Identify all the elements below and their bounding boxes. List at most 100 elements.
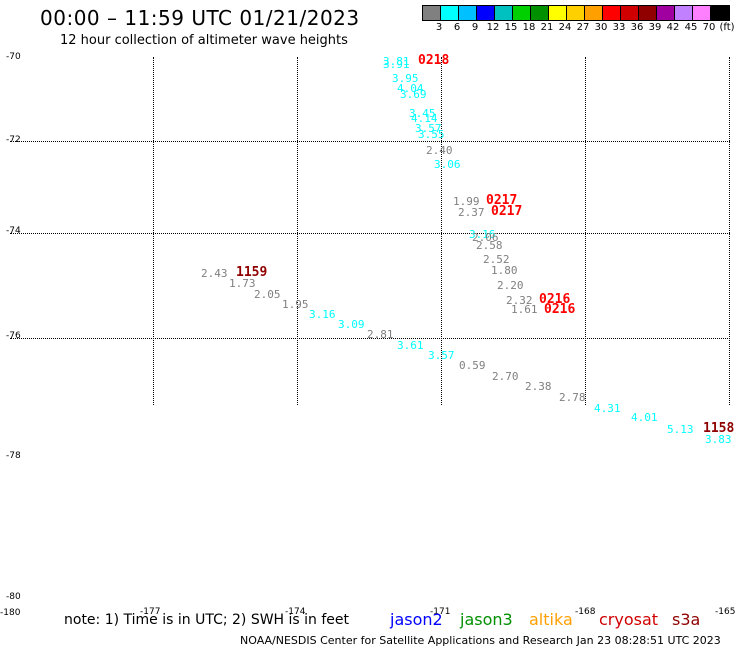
legend-swatch — [549, 6, 567, 20]
legend-label: 39 — [648, 22, 662, 33]
legend-swatch — [423, 6, 441, 20]
legend-swatch — [441, 6, 459, 20]
grid-line-lon-165 — [729, 57, 730, 405]
units-note: note: 1) Time is in UTC; 2) SWH is in fe… — [64, 612, 350, 628]
lat-label: -74 — [6, 226, 21, 236]
swh-value: 1.99 — [453, 195, 480, 208]
lon-label: -177 — [140, 607, 161, 617]
satellite-s3a: s3a — [672, 610, 701, 629]
legend-swatch — [585, 6, 603, 20]
legend-label: 45 — [684, 22, 698, 33]
swh-value: 3.91 — [383, 58, 410, 71]
swh-value: 2.32 — [506, 294, 533, 307]
lat-label: -70 — [6, 52, 21, 62]
swh-value: 3.16 — [309, 308, 336, 321]
swh-value: 3.83 — [705, 433, 732, 446]
legend-swatch — [693, 6, 711, 20]
legend-label: 12 — [486, 22, 500, 33]
legend-label: 36 — [630, 22, 644, 33]
legend-label: 24 — [558, 22, 572, 33]
swh-value: 2.06 — [472, 231, 499, 244]
lat-label: -72 — [6, 135, 21, 145]
legend-label: (ft) — [719, 22, 735, 33]
swh-value: 3.55 — [418, 128, 445, 141]
satellite-cryosat: cryosat — [599, 610, 659, 629]
legend-swatch — [603, 6, 621, 20]
grid-line-lon-168 — [585, 57, 586, 405]
grid-line-lat-74 — [10, 233, 730, 234]
legend-swatch — [711, 6, 729, 20]
swh-value: 3.69 — [400, 88, 427, 101]
satellite-jason3: jason3 — [460, 610, 513, 629]
time-label: 1159 — [236, 265, 268, 280]
legend-label: 9 — [471, 22, 479, 33]
swh-value: 1.80 — [491, 264, 518, 277]
lon-label: -168 — [575, 607, 596, 617]
map-subtitle: 12 hour collection of altimeter wave hei… — [60, 33, 348, 48]
lon-label: -174 — [285, 607, 306, 617]
swh-value: 2.78 — [559, 391, 586, 404]
legend-label: 18 — [522, 22, 536, 33]
swh-value: 0.59 — [459, 359, 486, 372]
legend-label: 21 — [540, 22, 554, 33]
swh-value: 2.40 — [426, 144, 453, 157]
time-label: 0218 — [418, 53, 450, 68]
swh-value: 4.14 — [411, 112, 438, 125]
swh-value: 3.95 — [392, 72, 419, 85]
grid-line-lon-174 — [297, 57, 298, 405]
lon-label: -171 — [430, 607, 451, 617]
swh-value: 3.09 — [338, 318, 365, 331]
grid-line-lat-72 — [10, 141, 730, 142]
grid-line-lon-177 — [153, 57, 154, 405]
swh-value: 4.31 — [594, 402, 621, 415]
swh-value: 1.61 — [511, 303, 538, 316]
legend-swatch — [477, 6, 495, 20]
time-label: 1158 — [703, 421, 735, 436]
legend-swatch — [531, 6, 549, 20]
legend-label: 30 — [594, 22, 608, 33]
swh-value: 1.73 — [229, 277, 256, 290]
lon-label: -180 — [0, 608, 21, 618]
satellite-jason2: jason2 — [390, 610, 443, 629]
legend-label: 33 — [612, 22, 626, 33]
swh-value: 3.81 — [383, 55, 410, 68]
swh-value: 3.57 — [415, 122, 442, 135]
footer-credit: NOAA/NESDIS Center for Satellite Applica… — [240, 634, 721, 647]
legend-label: 3 — [435, 22, 443, 33]
legend-swatch — [495, 6, 513, 20]
satellite-altika: altika — [529, 610, 573, 629]
grid-line-lon-171 — [441, 57, 442, 405]
swh-value: 3.06 — [434, 158, 461, 171]
lat-label: -80 — [6, 592, 21, 602]
grid-line-lat-76 — [10, 338, 730, 339]
map-title: 00:00 – 11:59 UTC 01/21/2023 — [40, 6, 360, 30]
legend-swatch — [639, 6, 657, 20]
swh-value: 2.43 — [201, 267, 228, 280]
lat-label: -76 — [6, 331, 21, 341]
swh-value: 2.52 — [483, 253, 510, 266]
legend-label: 6 — [453, 22, 461, 33]
time-label: 0217 — [491, 204, 523, 219]
color-legend-bar — [422, 5, 730, 21]
time-label: 0216 — [539, 292, 571, 307]
legend-label: 15 — [504, 22, 518, 33]
swh-value: 2.81 — [367, 328, 394, 341]
legend-swatch — [621, 6, 639, 20]
swh-value: 2.70 — [492, 370, 519, 383]
swh-value: 4.04 — [397, 82, 424, 95]
swh-value: 5.13 — [667, 423, 694, 436]
time-label: 0217 — [486, 193, 518, 208]
swh-value: 2.58 — [476, 239, 503, 252]
swh-value: 4.01 — [631, 411, 658, 424]
legend-label: 70 — [702, 22, 716, 33]
legend-swatch — [459, 6, 477, 20]
swh-value: 3.45 — [409, 107, 436, 120]
swh-value: 3.61 — [397, 339, 424, 352]
legend-label: 27 — [576, 22, 590, 33]
lon-label: -165 — [715, 607, 736, 617]
legend-swatch — [657, 6, 675, 20]
swh-value: 3.16 — [469, 228, 496, 241]
swh-value: 3.57 — [428, 349, 455, 362]
swh-value: 2.05 — [254, 288, 281, 301]
swh-value: 1.95 — [282, 298, 309, 311]
